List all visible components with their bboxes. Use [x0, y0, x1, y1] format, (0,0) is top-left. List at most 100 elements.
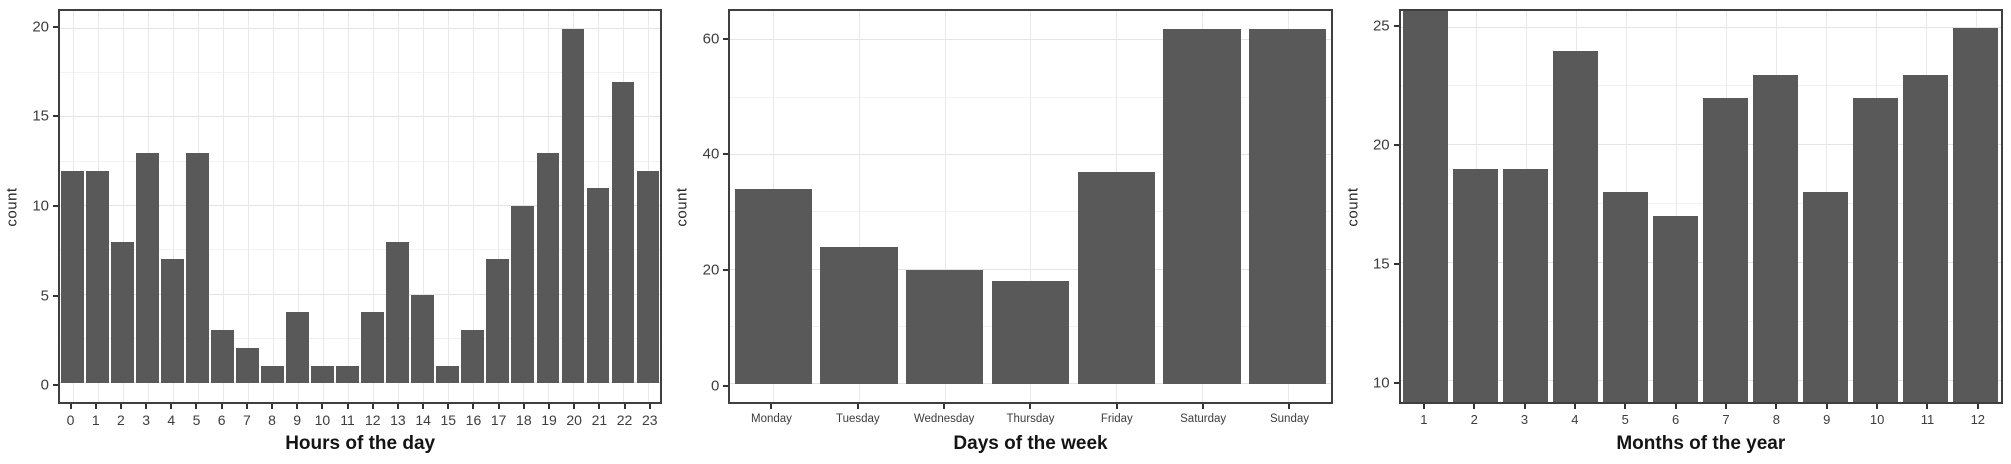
y-axis-title: count — [3, 186, 21, 227]
x-tick-mark — [1029, 404, 1032, 409]
bar-3 — [1503, 168, 1549, 402]
x-axis: 0 1 2 3 4 5 6 7 8 9 10 11 12 13 14 15 16 17 18 19 20 21 22 23 — [58, 404, 662, 430]
gridline-major — [1400, 144, 2001, 146]
x-tick-label: 12 — [364, 412, 381, 428]
x-tick-mark — [321, 404, 324, 409]
y-tick-mark — [53, 115, 58, 118]
gridline-vertical — [447, 11, 449, 402]
bar-Wednesday — [906, 269, 984, 385]
x-tick-mark — [472, 404, 475, 409]
y-tick-mark — [53, 294, 58, 297]
y-tick-mark — [723, 153, 729, 156]
x-tick-label: 10 — [1869, 412, 1885, 427]
y-tick-label: 20 — [1372, 136, 1390, 154]
x-tick-mark — [1422, 404, 1425, 409]
gridline-vertical — [422, 11, 424, 402]
x-tick-label: 21 — [591, 412, 608, 428]
x-tick-label: 15 — [440, 412, 457, 428]
x-tick-mark — [770, 404, 773, 409]
x-tick-mark — [1876, 404, 1879, 409]
x-tick-mark — [1523, 404, 1526, 409]
x-tick-label: 3 — [142, 412, 151, 428]
x-tick-mark — [1115, 404, 1118, 409]
x-tick-mark — [195, 404, 198, 409]
x-tick-mark — [598, 404, 601, 409]
x-tick-label: 20 — [566, 412, 582, 428]
bar-Sunday — [1249, 28, 1327, 385]
y-axis-title: count — [673, 186, 691, 227]
x-tick-label: Saturday — [1180, 413, 1227, 425]
y-tick-mark — [53, 384, 58, 387]
x-tick-mark — [119, 404, 122, 409]
x-tick-label: 3 — [1520, 412, 1529, 427]
x-tick-label: Monday — [751, 413, 792, 425]
gridline-vertical — [1675, 11, 1677, 402]
x-tick-mark — [447, 404, 450, 409]
gridline-vertical — [322, 11, 324, 402]
x-tick-mark — [245, 404, 248, 409]
y-tick-label: 20 — [702, 261, 720, 279]
x-tick-label: 5 — [1621, 412, 1629, 427]
bar-22 — [611, 81, 635, 384]
x-tick-label: 2 — [117, 412, 125, 428]
x-tick-label: 13 — [390, 412, 406, 428]
gridline-vertical — [347, 11, 349, 402]
bar-6 — [211, 330, 234, 384]
y-axis-title-cell: count — [2, 9, 22, 404]
x-tick-label: 12 — [1970, 412, 1986, 427]
y-axis-title: count — [1344, 186, 1362, 227]
x-tick-label: 7 — [1722, 412, 1730, 427]
gridline-minor — [60, 249, 661, 251]
y-tick-label: 5 — [40, 287, 49, 305]
x-tick-mark — [1674, 404, 1677, 409]
x-tick-label: 6 — [217, 412, 226, 428]
bar-16 — [461, 330, 484, 384]
y-axis-title-cell: count — [1343, 9, 1363, 404]
bar-4 — [161, 259, 184, 384]
bar-Saturday — [1163, 28, 1241, 385]
x-tick-mark — [497, 404, 500, 409]
gridline-minor — [60, 72, 661, 74]
bar-20 — [561, 28, 585, 384]
bar-21 — [586, 188, 610, 384]
bar-12 — [361, 312, 384, 384]
bar-3 — [136, 152, 159, 384]
bar-4 — [1553, 51, 1599, 402]
y-tick-label: 60 — [702, 30, 720, 48]
y-tick-mark — [723, 385, 729, 388]
y-tick-mark — [53, 205, 58, 208]
bar-6 — [1653, 215, 1699, 402]
y-axis: 0 5 10 15 20 — [22, 9, 58, 404]
x-tick-mark — [1573, 404, 1576, 409]
y-tick-label: 0 — [40, 376, 49, 394]
x-axis-title: Days of the week — [953, 433, 1108, 454]
gridline-minor — [1400, 320, 2001, 322]
x-tick-label: 11 — [1920, 412, 1935, 427]
bar-11 — [1903, 74, 1949, 402]
x-tick-label: 9 — [293, 412, 302, 428]
gridline-vertical — [1030, 11, 1032, 402]
gridline-major — [60, 382, 661, 384]
gridline-minor — [1400, 85, 2001, 87]
y-tick-mark — [53, 25, 58, 28]
y-tick-mark — [1393, 24, 1399, 27]
x-axis-title: Hours of the day — [285, 433, 436, 454]
y-tick-label: 15 — [32, 107, 49, 125]
y-axis-title-cell: count — [672, 9, 692, 404]
y-tick-label: 15 — [1372, 255, 1390, 273]
x-tick-label: 14 — [415, 412, 431, 428]
gridline-vertical — [944, 11, 946, 402]
bar-15 — [436, 365, 459, 384]
bar-17 — [486, 259, 509, 384]
plot-panel — [1398, 9, 2003, 404]
x-tick-label: 19 — [541, 412, 557, 428]
x-tick-label: 0 — [66, 412, 75, 428]
x-tick-mark — [69, 404, 72, 409]
x-tick-mark — [296, 404, 299, 409]
bar-1 — [1403, 11, 1449, 402]
bar-19 — [536, 152, 559, 384]
y-tick-mark — [723, 269, 729, 272]
x-tick-mark — [422, 404, 425, 409]
x-tick-label: 1 — [1420, 412, 1428, 427]
